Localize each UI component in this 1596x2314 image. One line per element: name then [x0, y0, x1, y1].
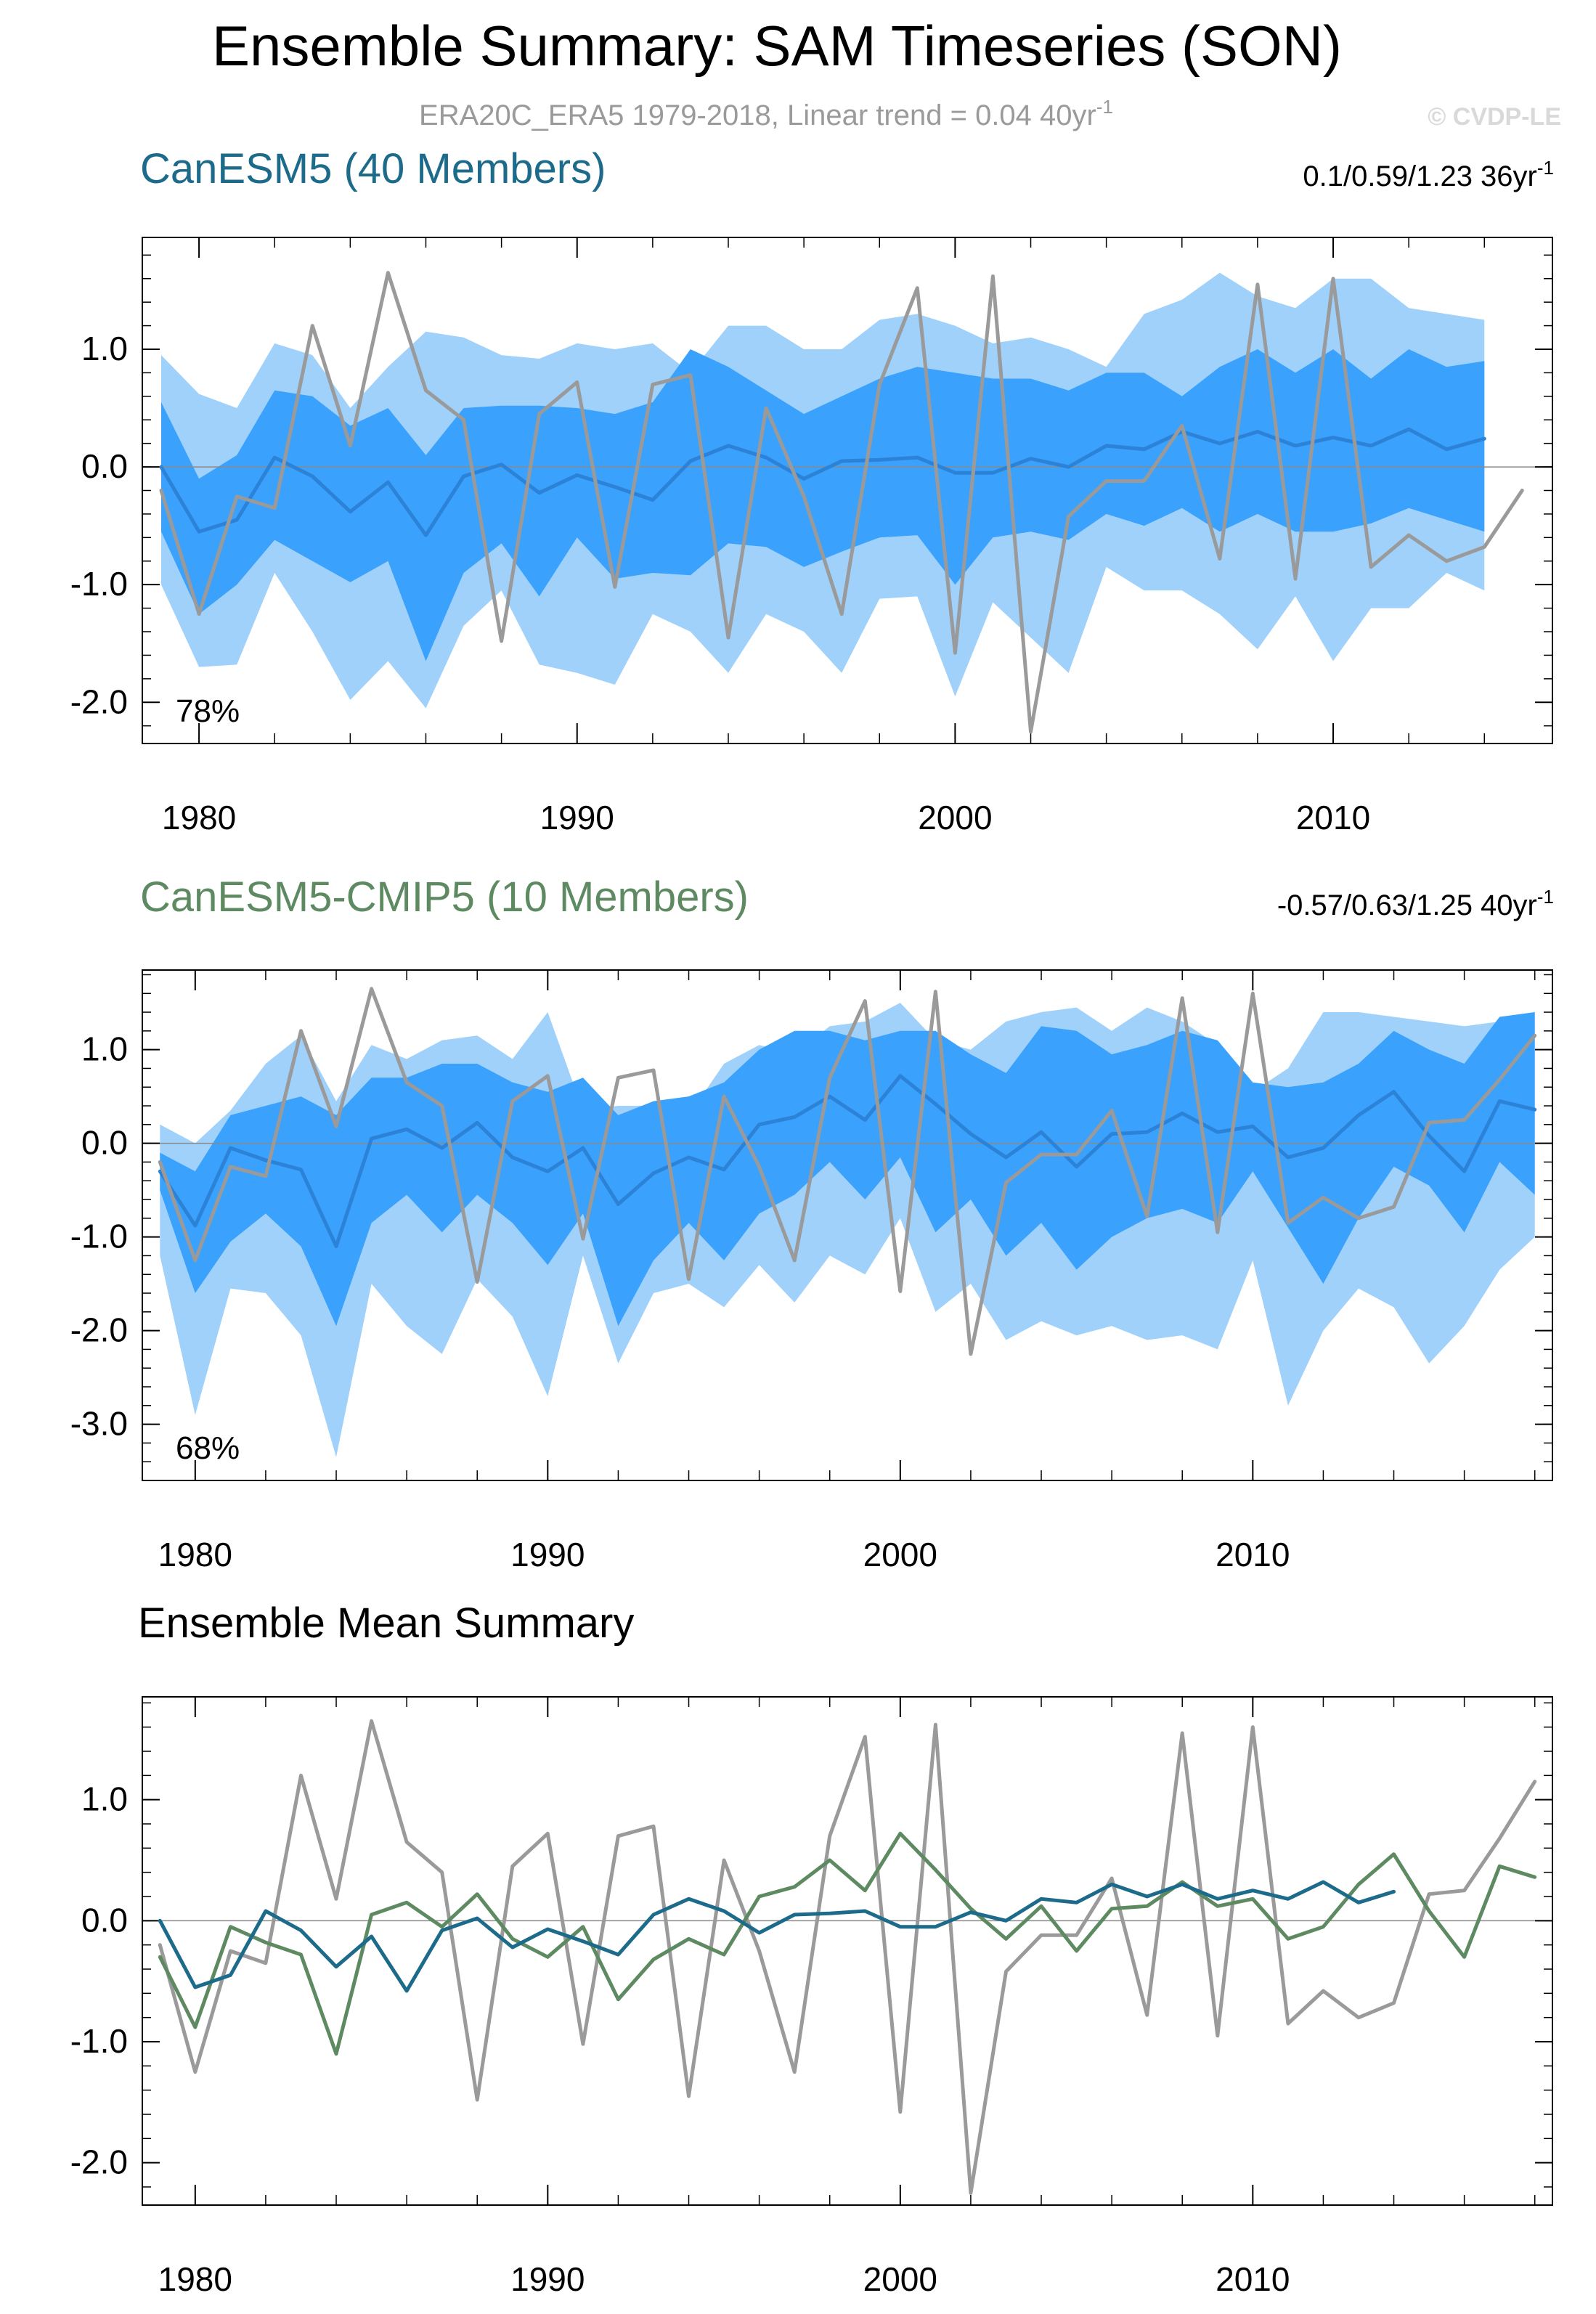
series-line-obs [158, 1719, 1537, 2195]
ensemble-mean-line [158, 1074, 1537, 1248]
panel-canesm5-cmip5: -3.0 -2.0 -1.0 0.0 1.0 1980 1990 2000 2010 68% [70, 969, 1553, 1573]
x-tick-label: 2010 [1216, 2260, 1290, 2298]
plot-lines [158, 987, 1537, 1356]
plot-area [160, 1003, 1535, 1457]
y-tick-label: 1.0 [81, 1030, 128, 1068]
x-tick-label: 2010 [1296, 799, 1370, 836]
panel1-title: CanESM5 (40 Members) [140, 145, 606, 192]
panel2-stats-superscript: -1 [1537, 886, 1554, 908]
figure-title: Ensemble Summary: SAM Timeseries (SON) [212, 14, 1342, 78]
y-tick-label: -2.0 [70, 1311, 128, 1349]
y-tick-label: 1.0 [81, 1780, 128, 1818]
panel1-stats-superscript: -1 [1537, 157, 1554, 179]
x-tick-label: 2000 [863, 1536, 937, 1573]
observations-line [159, 271, 1524, 734]
y-tick-label: -2.0 [70, 683, 128, 720]
inner-spread-band [160, 1012, 1535, 1327]
y-tick-label: 1.0 [81, 330, 128, 367]
plot-area [161, 272, 1485, 709]
y-tick-label: 0.0 [81, 1901, 128, 1939]
figure-subtitle: ERA20C_ERA5 1979-2018, Linear trend = 0.… [419, 96, 1113, 131]
x-tick-label: 2000 [918, 799, 992, 836]
panel2-title: CanESM5-CMIP5 (10 Members) [140, 873, 749, 921]
y-tick-label: 0.0 [81, 447, 128, 485]
series-line-canesm5 [158, 1880, 1396, 1993]
y-tick-label: -1.0 [70, 1218, 128, 1255]
plot-frame [142, 1696, 1553, 2206]
plot-frame [142, 237, 1553, 744]
x-tick-label: 2000 [863, 2260, 937, 2298]
y-tick-label: 0.0 [81, 1124, 128, 1162]
y-tick-label: -2.0 [70, 2143, 128, 2181]
plot-lines [158, 1719, 1537, 2195]
x-tick-label: 2010 [1216, 1536, 1290, 1573]
x-tick-label: 1990 [510, 1536, 585, 1573]
panel2-stats-text: -0.57/0.63/1.25 40yr [1277, 889, 1537, 921]
inner-spread-band [161, 349, 1485, 661]
panel-canesm5: -2.0 -1.0 0.0 1.0 1980 1990 2000 2010 78% [70, 237, 1553, 836]
panel1-stats-text: 0.1/0.59/1.23 36yr [1303, 160, 1536, 192]
x-tick-label: 1980 [158, 2260, 232, 2298]
percent-label: 78% [176, 693, 240, 729]
subtitle-text: ERA20C_ERA5 1979-2018, Linear trend = 0.… [419, 99, 1096, 131]
plot-frame [142, 969, 1553, 1481]
x-tick-label: 1990 [510, 2260, 585, 2298]
percent-label: 68% [176, 1430, 240, 1466]
x-tick-label: 1990 [540, 799, 614, 836]
ensemble-mean-line [159, 427, 1486, 537]
series-line-cmip5 [158, 1831, 1537, 2056]
observations-line [158, 987, 1537, 1356]
panel-ensemble-mean: -2.0 -1.0 0.0 1.0 1980 1990 2000 2010 [70, 1696, 1553, 2298]
x-tick-label: 1980 [162, 799, 236, 836]
subtitle-superscript: -1 [1096, 96, 1113, 118]
watermark: © CVDP-LE [1428, 103, 1561, 131]
panel2-stats: -0.57/0.63/1.25 40yr-1 [1277, 886, 1554, 921]
panel1-stats: 0.1/0.59/1.23 36yr-1 [1303, 157, 1554, 192]
panel3-title: Ensemble Mean Summary [138, 1600, 634, 1647]
y-tick-label: -1.0 [70, 2022, 128, 2060]
y-tick-label: -3.0 [70, 1405, 128, 1443]
plot-lines [159, 271, 1524, 734]
x-tick-label: 1980 [158, 1536, 232, 1573]
y-tick-label: -1.0 [70, 565, 128, 603]
